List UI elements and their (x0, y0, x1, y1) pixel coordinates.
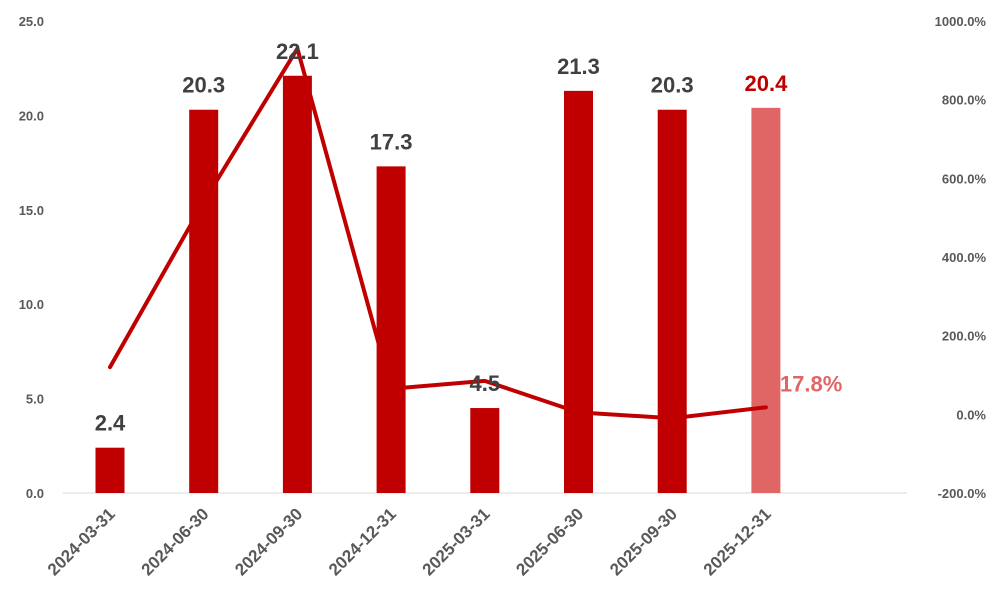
x-tick-label: 2025-12-31 (700, 504, 775, 579)
bar-data-label: 20.3 (651, 73, 694, 98)
y-right-tick-label: 1000.0% (935, 14, 987, 29)
bar-data-label: 20.4 (744, 71, 788, 96)
bar (282, 75, 312, 493)
y-right-tick-label: 400.0% (942, 250, 987, 265)
y-right-tick-label: 800.0% (942, 93, 987, 108)
x-tick-label: 2025-06-30 (512, 504, 587, 579)
y-left-tick-label: 10.0 (19, 297, 44, 312)
y-right-tick-label: 0.0% (956, 407, 986, 422)
bar-data-label: 17.3 (370, 129, 413, 154)
bars (95, 75, 781, 494)
y-left-tick-label: 15.0 (19, 203, 44, 218)
y-left-tick-label: 25.0 (19, 14, 44, 29)
x-tick-label: 2025-09-30 (606, 504, 681, 579)
x-tick-label: 2024-03-31 (44, 504, 119, 579)
bar-data-label: 21.3 (557, 54, 600, 79)
y-left-tick-label: 0.0 (26, 486, 44, 501)
line-data-label: 17.8% (780, 371, 842, 396)
x-tick-label: 2024-09-30 (231, 504, 306, 579)
bar (657, 109, 687, 494)
x-ticks: 2024-03-31 2024-06-30 2024-09-30 2024-12-31… (44, 504, 775, 579)
x-tick-label: 2025-03-31 (419, 504, 494, 579)
y-left-tick-label: 5.0 (26, 392, 44, 407)
bar (751, 107, 781, 494)
y-left-tick-label: 20.0 (19, 108, 44, 123)
bar (376, 166, 406, 493)
bar (564, 90, 593, 493)
y-right-tick-label: 600.0% (942, 171, 987, 186)
x-tick-label: 2024-06-30 (138, 504, 213, 579)
bar-labels: 2.4 20.3 22.1 17.3 4.5 21.3 20.3 20.4 (95, 39, 788, 436)
growth-line-path (108, 46, 768, 421)
y-right-ticks: -200.0% 0.0% 200.0% 400.0% 600.0% 800.0% 1000.… (935, 14, 987, 501)
x-tick-label: 2024-12-31 (325, 504, 400, 579)
bar-data-label: 2.4 (95, 411, 126, 436)
y-right-tick-label: -200.0% (938, 486, 987, 501)
growth-line: 17.8% (108, 46, 842, 421)
bar (470, 408, 500, 493)
bar (95, 447, 125, 493)
y-right-tick-label: 200.0% (942, 329, 987, 344)
y-left-ticks: 0.0 5.0 10.0 15.0 20.0 25.0 (19, 14, 44, 501)
bar-data-label: 4.5 (470, 371, 501, 396)
bar (189, 109, 219, 494)
bar-data-label: 22.1 (276, 39, 319, 64)
bar-data-label: 20.3 (182, 73, 225, 98)
